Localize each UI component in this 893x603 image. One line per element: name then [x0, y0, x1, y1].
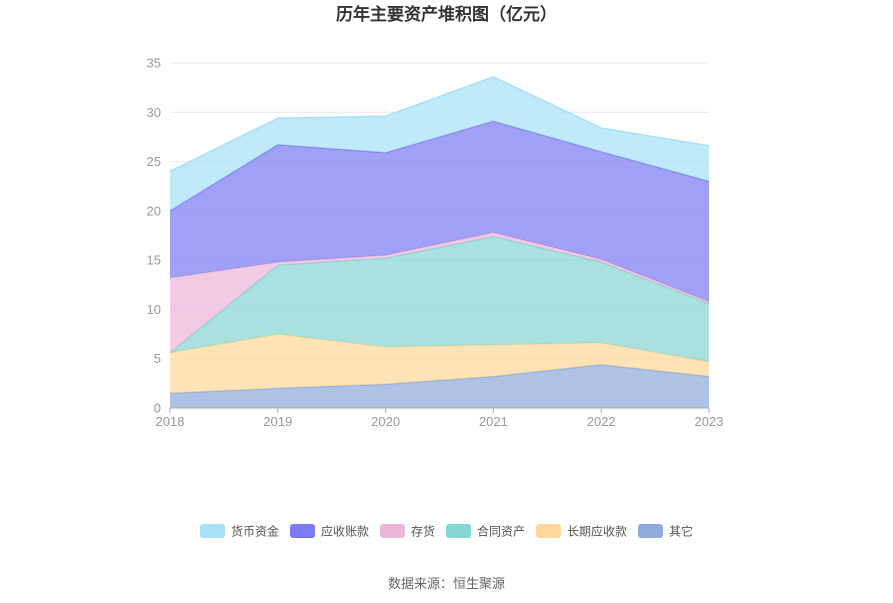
area-series-5[interactable] [170, 76, 709, 211]
area-series-1[interactable] [170, 334, 709, 394]
x-tick-label: 2022 [587, 414, 616, 429]
x-tick-label: 2023 [695, 414, 724, 429]
legend-item-4[interactable]: 应收账款 [290, 524, 369, 539]
legend[interactable]: 货币资金 应收账款 存货 合同资产 长期应收款 其它 [200, 524, 693, 539]
legend-label: 其它 [669, 524, 693, 539]
x-tick-label: 2019 [263, 414, 292, 429]
y-tick-label: 5 [154, 351, 161, 366]
legend-swatch [290, 524, 315, 538]
y-tick-label: 20 [147, 203, 161, 218]
legend-swatch [380, 524, 405, 538]
legend-item-3[interactable]: 存货 [380, 524, 435, 539]
legend-item-0[interactable]: 其它 [638, 524, 693, 539]
area-series-line-5 [169, 75, 710, 173]
legend-swatch [536, 524, 561, 538]
legend-label: 存货 [411, 524, 435, 539]
legend-swatch [200, 524, 225, 538]
y-tick-label: 15 [147, 253, 161, 268]
area-series-4[interactable] [170, 121, 709, 302]
chart-title: 历年主要资产堆积图（亿元） [336, 4, 557, 25]
area-series-2[interactable] [170, 236, 709, 362]
y-tick-label: 25 [147, 154, 161, 169]
y-tick-label: 10 [147, 302, 161, 317]
legend-label: 合同资产 [477, 524, 525, 539]
x-tick-label: 2020 [371, 414, 400, 429]
area-series-3[interactable] [170, 232, 709, 353]
legend-swatch [638, 524, 663, 538]
legend-item-1[interactable]: 长期应收款 [536, 524, 627, 539]
legend-label: 应收账款 [321, 524, 369, 539]
x-tick-label: 2018 [156, 414, 185, 429]
axes: 0 5 10 15 20 25 30 35 2018 2019 2020 2021 2022 2023 [147, 56, 724, 430]
legend-swatch [446, 524, 471, 538]
area-series-0[interactable] [170, 364, 709, 408]
legend-label: 货币资金 [231, 524, 279, 539]
legend-item-5[interactable]: 货币资金 [200, 524, 279, 539]
y-tick-label: 0 [154, 401, 161, 416]
x-tick-label: 2021 [479, 414, 508, 429]
y-tick-label: 30 [147, 105, 161, 120]
y-tick-label: 35 [147, 56, 161, 71]
legend-item-2[interactable]: 合同资产 [446, 524, 525, 539]
data-source-label: 数据来源：恒生聚源 [388, 577, 505, 592]
area-series-group [169, 75, 710, 408]
legend-label: 长期应收款 [567, 524, 627, 539]
